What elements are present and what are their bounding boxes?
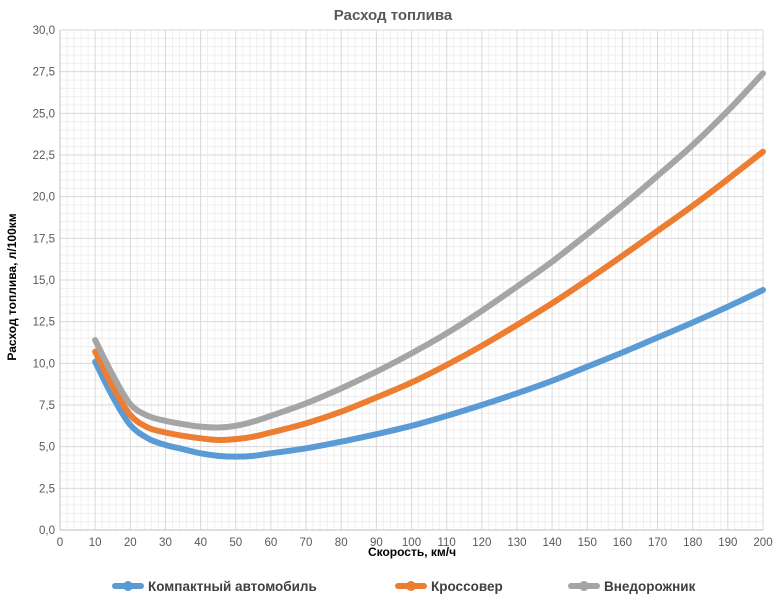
x-tick-label: 80 xyxy=(335,537,348,549)
x-tick-label: 150 xyxy=(578,537,597,549)
y-tick-label: 2,5 xyxy=(39,483,55,495)
x-tick-label: 40 xyxy=(194,537,207,549)
legend-dot-crossover xyxy=(406,581,416,591)
x-tick-label: 20 xyxy=(124,537,137,549)
x-tick-label: 130 xyxy=(507,537,526,549)
y-tick-label: 12,5 xyxy=(33,317,55,329)
legend: Компактный автомобиль Кроссовер Внедорожни… xyxy=(112,579,696,594)
x-tick-label: 30 xyxy=(159,537,172,549)
y-tick-label: 17,5 xyxy=(33,233,55,245)
y-tick-label: 5,0 xyxy=(39,442,55,454)
x-tick-label: 110 xyxy=(437,537,455,549)
x-tick-label: 140 xyxy=(543,537,562,549)
y-tick-label: 0,0 xyxy=(39,525,55,537)
x-tick-label: 120 xyxy=(472,537,491,549)
x-tick-label: 70 xyxy=(300,537,313,549)
grid xyxy=(60,29,764,530)
legend-dot-suv xyxy=(579,581,589,591)
x-tick-label: 160 xyxy=(613,537,632,549)
x-axis-title: Скорость, км/ч xyxy=(368,545,456,559)
x-tick-label: 60 xyxy=(265,537,278,549)
x-tick-label: 180 xyxy=(683,537,702,549)
legend-label-suv: Внедорожник xyxy=(604,579,696,594)
axes xyxy=(59,30,763,531)
y-axis-title: Расход топлива, л/100км xyxy=(5,213,19,360)
y-tick-label: 15,0 xyxy=(33,275,55,287)
legend-label-compact-car: Компактный автомобиль xyxy=(148,579,317,594)
y-tick-label: 25,0 xyxy=(33,108,55,120)
series-line-compact-car xyxy=(92,287,766,460)
x-tick-label: 200 xyxy=(753,537,772,549)
y-axis-ticks: 0,0 2,5 5,0 7,5 10,0 12,5 15,0 17,5 20,0 22,5 25,0… xyxy=(33,25,55,537)
series-lines xyxy=(92,70,766,460)
chart-title: Расход топлива xyxy=(334,7,453,24)
x-tick-label: 170 xyxy=(648,537,667,549)
y-tick-label: 10,0 xyxy=(33,358,55,370)
y-tick-label: 22,5 xyxy=(33,150,55,162)
legend-dot-compact-car xyxy=(123,581,133,591)
legend-label-crossover: Кроссовер xyxy=(431,579,503,594)
y-tick-label: 30,0 xyxy=(33,25,55,37)
x-tick-label: 190 xyxy=(718,537,737,549)
y-tick-label: 7,5 xyxy=(39,400,55,412)
x-tick-label: 10 xyxy=(89,537,102,549)
x-tick-label: 90 xyxy=(370,537,383,549)
x-axis-ticks: 0 10 20 30 40 50 60 70 80 90 100 110 120 130 140 150 160… xyxy=(57,537,773,549)
x-tick-label: 50 xyxy=(229,537,242,549)
x-tick-label: 0 xyxy=(57,537,63,549)
y-tick-label: 27,5 xyxy=(33,67,55,79)
series-line-crossover xyxy=(92,148,766,444)
y-tick-label: 20,0 xyxy=(33,192,55,204)
x-tick-label: 100 xyxy=(402,537,421,549)
series-line-suv xyxy=(92,70,766,431)
